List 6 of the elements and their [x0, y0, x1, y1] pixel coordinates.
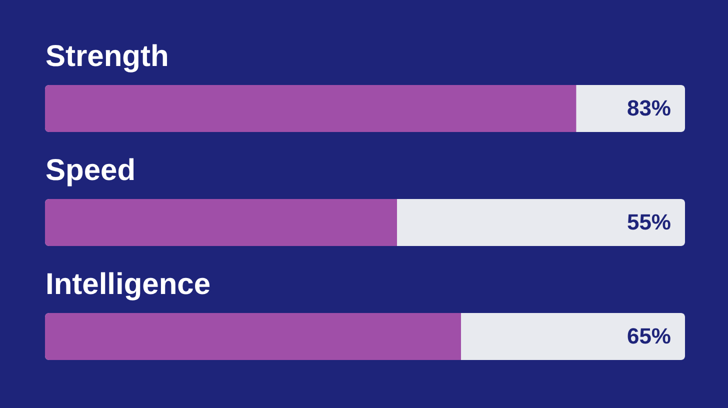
data-label: 55%	[626, 210, 671, 234]
y-tick-label: Speed	[46, 154, 136, 187]
y-tick-label: Strength	[46, 40, 169, 73]
data-label: 83%	[626, 96, 671, 120]
y-tick-label: Intelligence	[46, 268, 211, 301]
data-label: 65%	[626, 324, 671, 348]
